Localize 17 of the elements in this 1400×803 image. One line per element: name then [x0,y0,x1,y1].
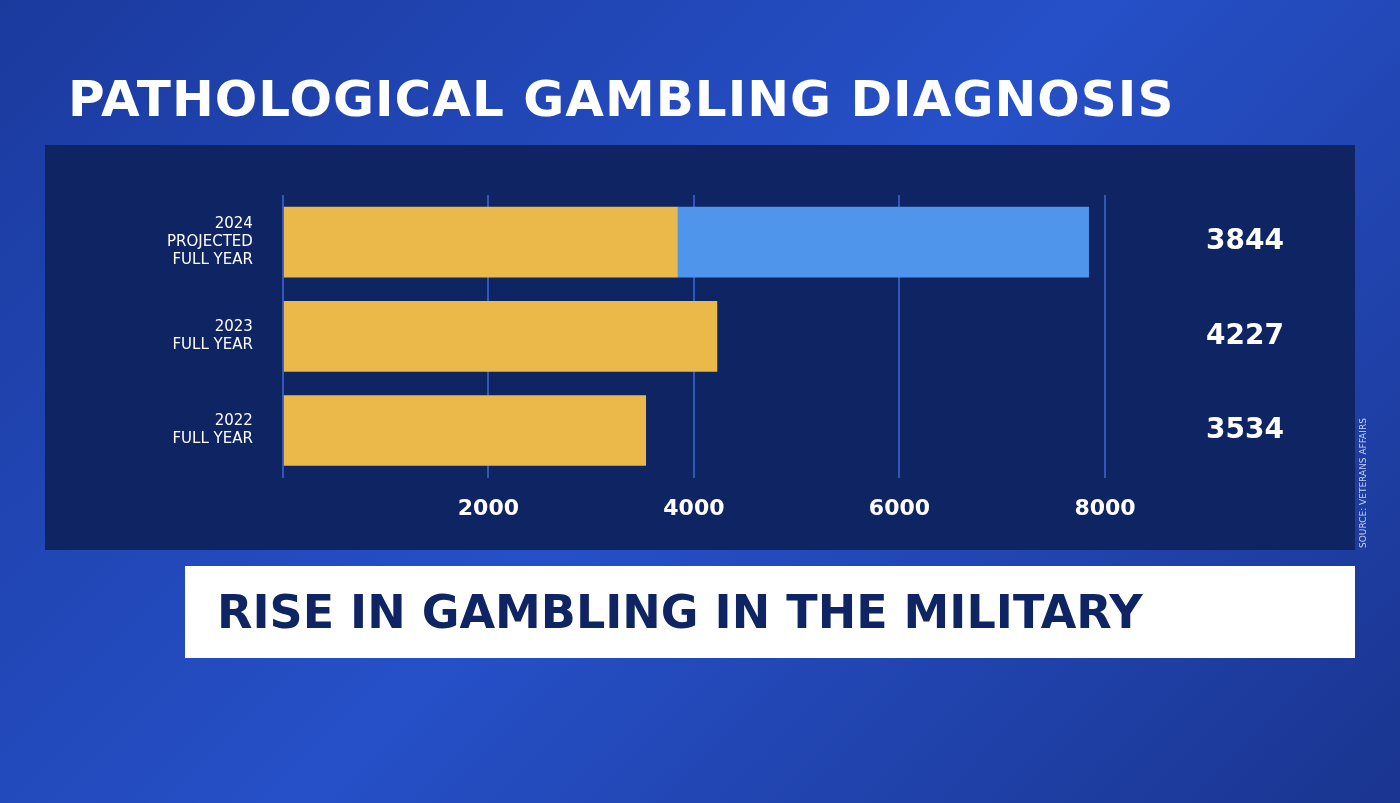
x-tick-label: 2000 [457,494,519,520]
y-tick-label: 2024 PROJECTED FULL YEAR [167,213,253,268]
x-tick-label: 4000 [663,494,725,520]
bar [283,395,647,466]
bar [677,206,1089,278]
data-label: 3844 [1206,223,1284,257]
source-note: SOURCE: VETERANS AFFAIRS [1358,418,1368,548]
text: RISE IN GAMBLING IN THE MILITARY [185,566,1355,658]
chart-title: PATHOLOGICAL GAMBLING DIAGNOSIS [68,70,1175,128]
bar [283,300,718,372]
y-tick-label: 2023 FULL YEAR [172,317,253,354]
x-tick-label: 8000 [1074,494,1136,520]
bar [283,206,678,278]
data-label: 4227 [1206,317,1284,351]
data-label: 3534 [1206,411,1284,445]
y-tick-label: 2022 FULL YEAR [172,411,253,448]
x-tick-label: 6000 [868,494,931,520]
